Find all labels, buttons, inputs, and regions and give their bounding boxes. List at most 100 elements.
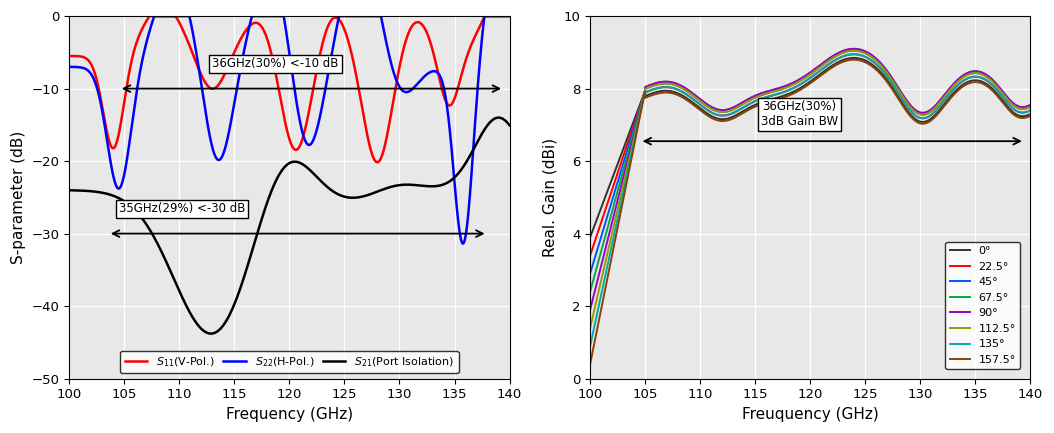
22.5° <box>798 79 811 84</box>
22.5° <box>584 253 597 258</box>
$S_{11}$(V-Pol.) <box>85 63 98 68</box>
$S_{11}$(V-Pol.) <box>491 13 504 19</box>
$S_{21}$(Port Isolation) <box>491 115 504 120</box>
0° <box>606 175 619 180</box>
Text: 36GHz(30%) <-10 dB: 36GHz(30%) <-10 dB <box>213 58 338 71</box>
0° <box>584 235 597 240</box>
157.5° <box>931 112 943 117</box>
157.5° <box>1011 114 1023 120</box>
Line: 135°: 135° <box>590 54 1030 346</box>
Line: 45°: 45° <box>590 51 1030 274</box>
Line: $S_{11}$(V-Pol.): $S_{11}$(V-Pol.) <box>70 16 509 162</box>
$S_{21}$(Port Isolation) <box>490 115 503 120</box>
$S_{21}$(Port Isolation) <box>503 123 515 128</box>
$S_{22}$(H-Pol.) <box>277 13 290 19</box>
$S_{21}$(Port Isolation) <box>277 165 290 171</box>
135° <box>931 107 943 112</box>
22.5° <box>786 86 799 91</box>
112.5° <box>786 82 799 87</box>
X-axis label: Frequency (GHz): Frequency (GHz) <box>226 407 353 422</box>
0° <box>1011 113 1023 118</box>
22.5° <box>847 52 860 57</box>
$S_{21}$(Port Isolation) <box>85 189 98 194</box>
$S_{21}$(Port Isolation) <box>410 183 423 188</box>
90° <box>1011 103 1023 109</box>
$S_{11}$(V-Pol.) <box>143 13 156 19</box>
$S_{22}$(H-Pol.) <box>266 13 278 19</box>
0° <box>931 110 943 116</box>
$S_{21}$(Port Isolation) <box>266 187 278 192</box>
$S_{11}$(V-Pol.) <box>277 112 290 117</box>
90° <box>847 46 860 52</box>
45° <box>1011 105 1023 110</box>
$S_{22}$(H-Pol.) <box>491 13 504 19</box>
157.5° <box>606 250 619 255</box>
45° <box>606 196 619 201</box>
67.5° <box>606 207 619 212</box>
0° <box>786 90 799 95</box>
112.5° <box>1011 105 1023 110</box>
$S_{22}$(H-Pol.) <box>148 13 160 19</box>
135° <box>1012 109 1024 114</box>
Line: $S_{22}$(H-Pol.): $S_{22}$(H-Pol.) <box>70 16 509 243</box>
135° <box>786 86 799 91</box>
90° <box>584 307 597 312</box>
22.5° <box>931 107 943 112</box>
22.5° <box>1012 109 1024 114</box>
157.5° <box>584 362 597 367</box>
45° <box>931 103 943 108</box>
Line: 112.5°: 112.5° <box>590 51 1030 328</box>
90° <box>931 101 943 107</box>
0° <box>847 55 860 61</box>
45° <box>584 271 597 276</box>
0° <box>1012 113 1024 118</box>
157.5° <box>786 91 799 97</box>
$S_{11}$(V-Pol.) <box>63 53 76 58</box>
Line: 0°: 0° <box>590 58 1030 237</box>
$S_{11}$(V-Pol.) <box>503 13 515 19</box>
Line: 90°: 90° <box>590 49 1030 310</box>
Line: $S_{21}$(Port Isolation): $S_{21}$(Port Isolation) <box>70 118 509 333</box>
45° <box>1023 104 1036 110</box>
157.5° <box>847 57 860 62</box>
112.5° <box>798 76 811 81</box>
67.5° <box>847 46 860 52</box>
$S_{22}$(H-Pol.) <box>410 83 423 88</box>
$S_{22}$(H-Pol.) <box>63 64 76 69</box>
$S_{11}$(V-Pol.) <box>491 13 504 19</box>
67.5° <box>786 81 799 86</box>
X-axis label: Freuquency (GHz): Freuquency (GHz) <box>742 407 879 422</box>
135° <box>798 79 811 84</box>
45° <box>798 76 811 81</box>
90° <box>1012 103 1024 109</box>
Y-axis label: S-parameter (dB): S-parameter (dB) <box>12 131 26 264</box>
135° <box>1011 109 1023 114</box>
135° <box>606 239 619 244</box>
157.5° <box>1023 113 1036 119</box>
67.5° <box>1012 103 1024 109</box>
Line: 157.5°: 157.5° <box>590 60 1030 364</box>
$S_{21}$(Port Isolation) <box>204 331 217 336</box>
Legend: $S_{11}$(V-Pol.), $S_{22}$(H-Pol.), $S_{21}$(Port Isolation): $S_{11}$(V-Pol.), $S_{22}$(H-Pol.), $S_{… <box>120 351 458 373</box>
45° <box>1012 105 1024 110</box>
45° <box>786 82 799 87</box>
135° <box>584 343 597 349</box>
90° <box>786 81 799 86</box>
$S_{11}$(V-Pol.) <box>266 54 278 59</box>
45° <box>847 48 860 53</box>
112.5° <box>931 103 943 108</box>
112.5° <box>847 48 860 53</box>
Y-axis label: Real. Gain (dBi): Real. Gain (dBi) <box>543 138 558 257</box>
$S_{11}$(V-Pol.) <box>371 160 384 165</box>
135° <box>847 52 860 57</box>
22.5° <box>1011 109 1023 114</box>
Text: 35GHz(29%) <-30 dB: 35GHz(29%) <-30 dB <box>119 203 246 216</box>
135° <box>1023 108 1036 113</box>
$S_{21}$(Port Isolation) <box>492 115 505 120</box>
67.5° <box>931 101 943 107</box>
$S_{21}$(Port Isolation) <box>63 187 76 193</box>
112.5° <box>584 325 597 330</box>
0° <box>1023 111 1036 116</box>
112.5° <box>1023 104 1036 110</box>
Legend: 0°, 22.5°, 45°, 67.5°, 90°, 112.5°, 135°, 157.5°: 0°, 22.5°, 45°, 67.5°, 90°, 112.5°, 135°… <box>945 242 1020 369</box>
